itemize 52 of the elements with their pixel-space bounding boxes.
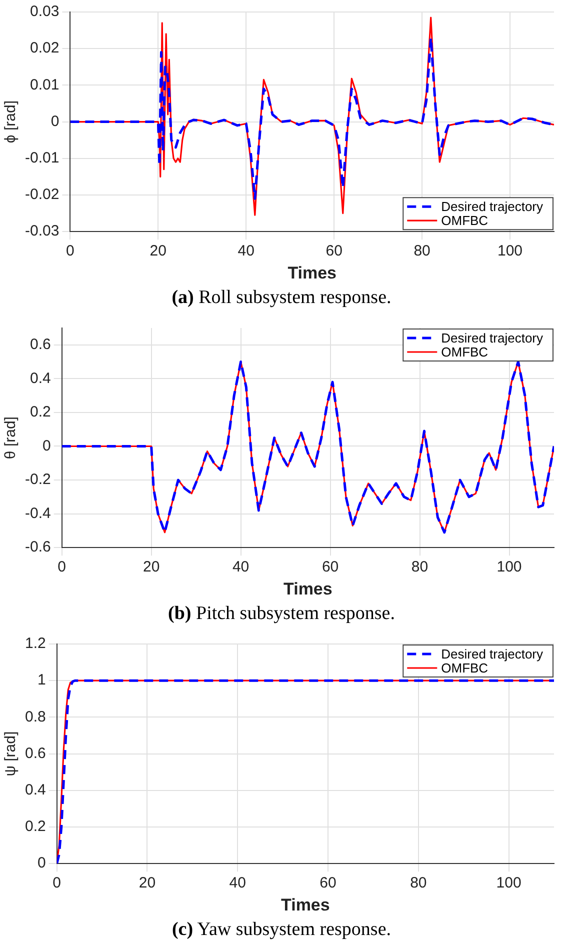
x-tick-label: 80 [414,242,430,260]
y-tick-label: 0.02 [30,40,60,57]
y-tick-label: -0.4 [24,504,51,522]
y-tick-label: -0.6 [24,538,51,556]
x-tick-label: 100 [496,874,522,892]
y-tick-label: -0.02 [24,186,60,204]
x-tick-label: 20 [150,242,166,260]
x-tick-label: 60 [320,874,336,892]
x-tick-label: 40 [232,558,250,576]
x-tick-label: 0 [66,242,74,260]
x-tick-label: 100 [496,558,522,576]
y-tick-label: 0.03 [30,3,60,20]
x-axis-title: Times [288,263,337,282]
x-tick-label: 20 [142,558,160,576]
text: (a) Roll subsystem response. [172,287,392,308]
x-tick-label: 40 [229,874,246,892]
legend-label: OMFBC [441,213,488,228]
x-tick-label: 80 [410,874,427,892]
y-tick-label: 0.4 [24,782,46,799]
y-tick-label: 0.01 [30,76,60,94]
legend-label: Desired trajectory [441,330,544,346]
y-tick-label: 0 [38,854,46,872]
y-tick-label: 0 [50,112,60,130]
x-axis-title: Times [281,895,330,914]
legend-label: Desired trajectory [441,646,544,662]
x-tick-label: 80 [411,558,428,576]
y-axis-title: ϕ [rad] [2,100,20,144]
y-tick-label: 0.8 [24,708,46,726]
y-axis-title: ψ [rad] [2,731,20,776]
x-tick-label: 20 [138,874,156,892]
y-tick-label: 1.2 [24,635,46,652]
x-axis-title: Times [284,579,332,598]
legend-label: OMFBC [441,660,488,676]
y-tick-label: 1 [38,672,46,689]
y-tick-label: 0.4 [30,370,51,387]
y-tick-label: 0.6 [24,744,46,762]
y-tick-label: 0 [42,437,51,454]
y-tick-label: 0.2 [30,404,51,421]
y-tick-label: 0.6 [30,336,51,354]
y-tick-label: -0.03 [24,222,60,240]
y-tick-label: -0.2 [24,471,51,488]
legend-label: Desired trajectory [441,199,544,214]
text: (c) Yaw subsystem response. [172,919,392,940]
x-tick-label: 100 [498,242,523,260]
y-tick-label: -0.01 [24,150,60,167]
legend-label: OMFBC [441,344,488,360]
text: (b) Pitch subsystem response. [168,603,395,624]
x-tick-label: 60 [326,242,342,260]
y-axis-title: θ [rad] [2,416,20,460]
x-tick-label: 60 [322,558,339,576]
x-tick-label: 40 [238,242,254,260]
y-tick-label: 0.2 [24,818,46,836]
